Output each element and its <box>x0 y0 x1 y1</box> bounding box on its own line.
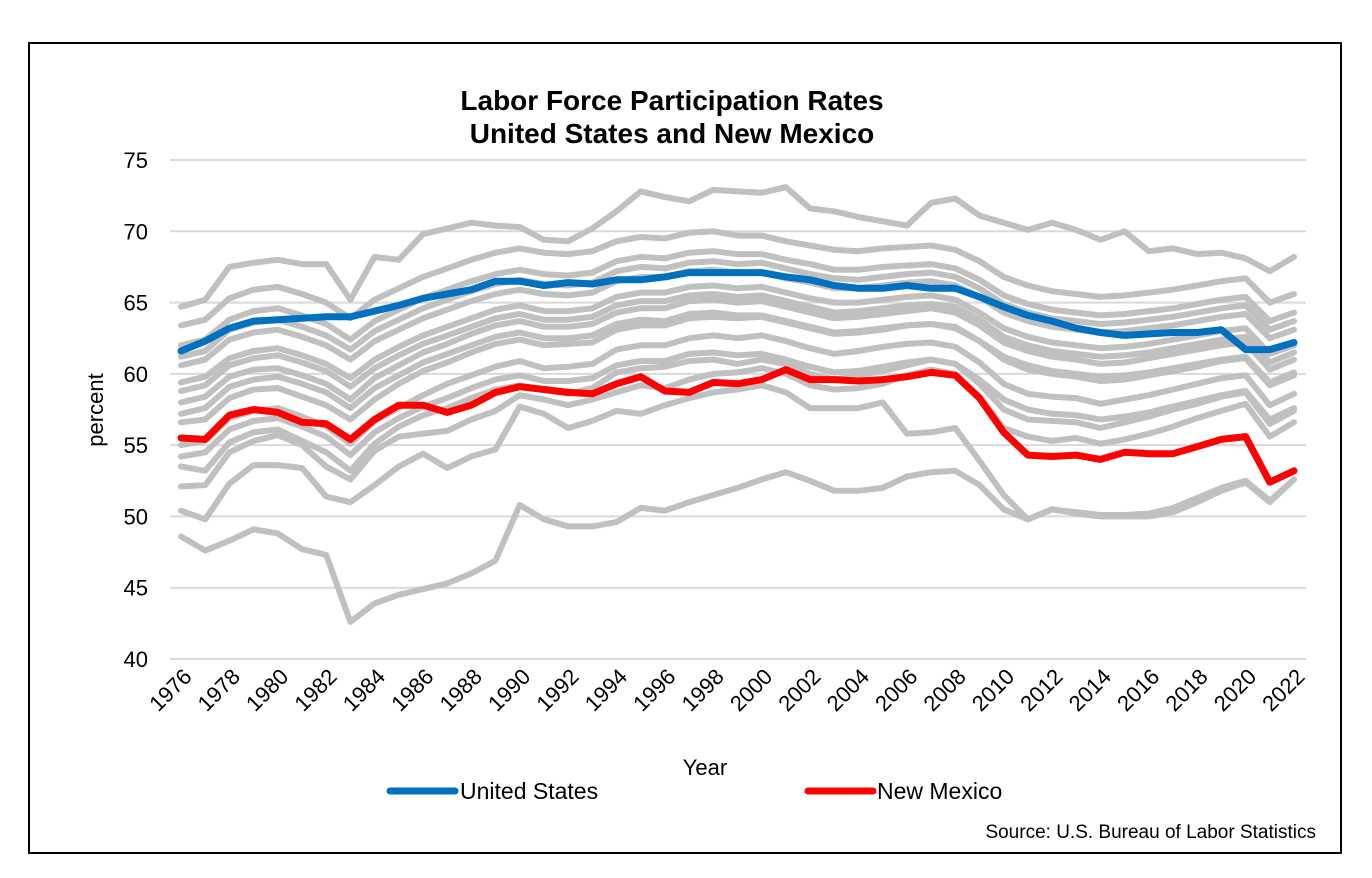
y-tick-label: 75 <box>124 148 148 173</box>
legend-label-united-states: United States <box>460 778 598 804</box>
state-series-line <box>178 349 1297 460</box>
state-series-line <box>178 296 1297 406</box>
x-axis-ticks: 1976197819801982198419861988199019921994… <box>144 664 1309 716</box>
legend-label-new-mexico: New Mexico <box>877 778 1002 804</box>
state-series-line <box>178 258 1297 360</box>
x-tick-label: 1998 <box>677 664 729 716</box>
state-series-line <box>178 356 1297 474</box>
highlighted-series <box>177 269 1298 486</box>
y-axis-ticks: 40 45 50 55 60 65 70 75 <box>124 148 148 672</box>
x-tick-label: 2016 <box>1112 664 1164 716</box>
x-tick-label: 2012 <box>1015 664 1067 716</box>
x-tick-label: 2020 <box>1209 664 1261 716</box>
state-series-line <box>178 228 1297 329</box>
x-tick-label: 1984 <box>338 664 390 716</box>
x-tick-label: 1990 <box>483 664 535 716</box>
legend-item-united-states[interactable]: United States <box>386 778 598 804</box>
state-series-line <box>178 467 1297 625</box>
legend-item-new-mexico[interactable]: New Mexico <box>804 778 1002 804</box>
x-tick-label: 1982 <box>289 664 341 716</box>
chart-subtitle: United States and New Mexico <box>470 118 875 149</box>
x-tick-label: 2008 <box>919 664 971 716</box>
x-tick-label: 2014 <box>1064 664 1116 716</box>
chart-title: Labor Force Participation Rates <box>460 85 883 116</box>
y-tick-label: 65 <box>124 291 148 316</box>
state-series-line <box>178 291 1297 394</box>
x-tick-label: 2018 <box>1160 664 1212 716</box>
legend: United States New Mexico <box>386 778 1002 804</box>
background-series <box>178 184 1297 625</box>
state-series-line <box>178 248 1297 349</box>
x-tick-label: 2004 <box>822 664 874 716</box>
x-tick-label: 2006 <box>870 664 922 716</box>
y-tick-label: 40 <box>124 647 148 672</box>
state-series-line <box>178 309 1297 417</box>
x-tick-label: 2022 <box>1257 664 1309 716</box>
source-note: Source: U.S. Bureau of Labor Statistics <box>985 822 1316 843</box>
state-series-line <box>178 365 1297 490</box>
x-tick-label: 2002 <box>773 664 825 716</box>
series-line-new-mexico <box>177 366 1298 486</box>
y-tick-label: 70 <box>124 219 148 244</box>
x-tick-label: 1994 <box>580 664 632 716</box>
x-tick-label: 2010 <box>967 664 1019 716</box>
x-tick-label: 1988 <box>435 664 487 716</box>
y-tick-label: 50 <box>124 504 148 529</box>
series-line-united-states <box>177 269 1298 355</box>
y-tick-label: 45 <box>124 576 148 601</box>
x-tick-label: 1996 <box>628 664 680 716</box>
x-tick-label: 1976 <box>144 664 196 716</box>
x-axis-label: Year <box>683 755 727 780</box>
y-tick-label: 60 <box>124 362 148 387</box>
x-tick-label: 1978 <box>193 664 245 716</box>
x-tick-label: 1986 <box>386 664 438 716</box>
chart-frame <box>28 42 1342 854</box>
y-axis-label: percent <box>83 373 108 446</box>
x-tick-label: 1980 <box>241 664 293 716</box>
x-tick-label: 1992 <box>531 664 583 716</box>
state-series-line <box>178 282 1297 386</box>
y-tick-label: 55 <box>124 433 148 458</box>
x-tick-label: 2000 <box>725 664 777 716</box>
state-series-line <box>178 184 1297 310</box>
state-series-line <box>178 382 1297 523</box>
